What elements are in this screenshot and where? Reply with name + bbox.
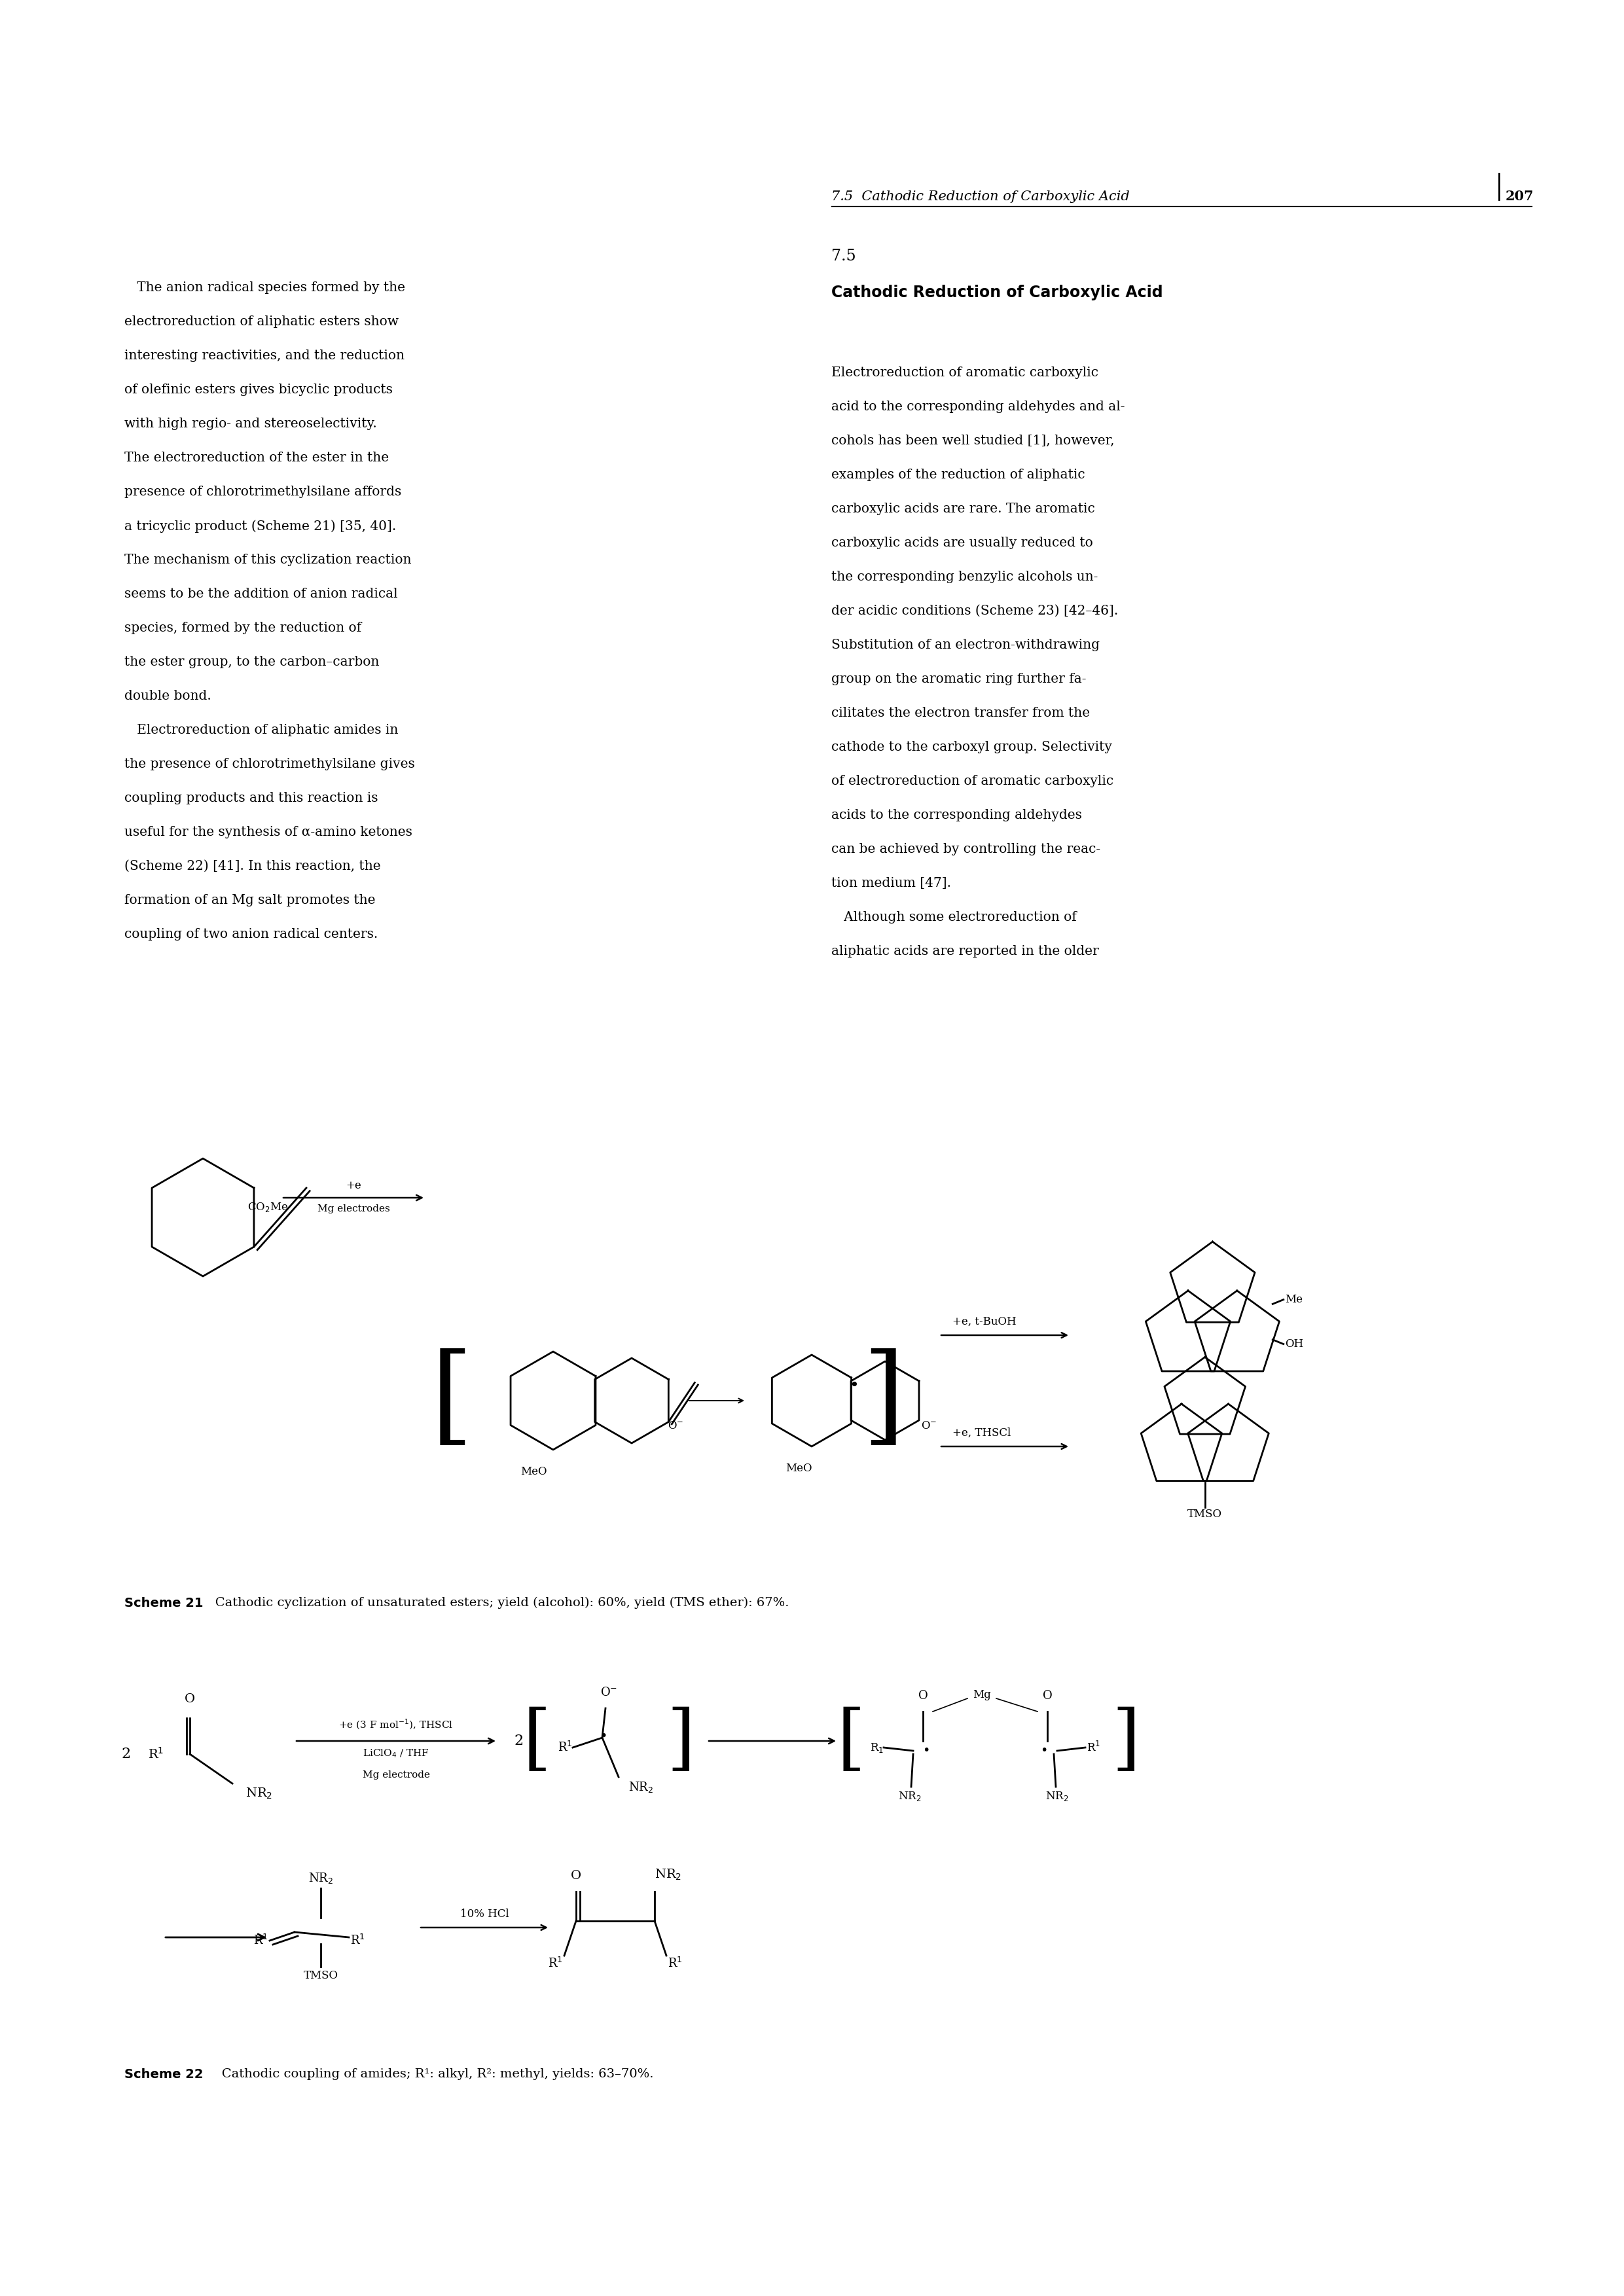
Text: interesting reactivities, and the reduction: interesting reactivities, and the reduct… — [125, 349, 404, 363]
Text: +e, THSCl: +e, THSCl — [952, 1428, 1010, 1440]
Text: Although some electroreduction of: Although some electroreduction of — [831, 912, 1077, 923]
Text: Scheme 21: Scheme 21 — [125, 1598, 203, 1609]
Text: LiClO$_4$ / THF: LiClO$_4$ / THF — [362, 1747, 429, 1759]
Text: 10% HCl: 10% HCl — [460, 1908, 508, 1919]
Text: cilitates the electron transfer from the: cilitates the electron transfer from the — [831, 707, 1090, 719]
Text: group on the aromatic ring further fa-: group on the aromatic ring further fa- — [831, 673, 1086, 684]
Text: NR$_2$: NR$_2$ — [898, 1791, 921, 1802]
Text: cohols has been well studied [1], however,: cohols has been well studied [1], howeve… — [831, 434, 1114, 448]
Text: examples of the reduction of aliphatic: examples of the reduction of aliphatic — [831, 468, 1085, 482]
Text: tion medium [47].: tion medium [47]. — [831, 877, 952, 889]
Text: MeO: MeO — [786, 1463, 812, 1474]
Text: formation of an Mg salt promotes the: formation of an Mg salt promotes the — [125, 893, 375, 907]
Text: TMSO: TMSO — [304, 1970, 338, 1981]
Text: R$^1$: R$^1$ — [351, 1933, 365, 1947]
Text: of electroreduction of aromatic carboxylic: of electroreduction of aromatic carboxyl… — [831, 776, 1114, 788]
Text: coupling products and this reaction is: coupling products and this reaction is — [125, 792, 378, 804]
Text: The anion radical species formed by the: The anion radical species formed by the — [125, 282, 404, 294]
Text: O: O — [185, 1692, 195, 1706]
Text: O: O — [1043, 1690, 1052, 1701]
Text: NR$_2$: NR$_2$ — [1046, 1791, 1069, 1802]
Text: the ester group, to the carbon–carbon: the ester group, to the carbon–carbon — [125, 657, 380, 668]
Text: •: • — [599, 1729, 607, 1743]
Text: CO$_2$Me: CO$_2$Me — [247, 1201, 289, 1215]
Text: TMSO: TMSO — [1187, 1508, 1223, 1520]
Text: R$^1$: R$^1$ — [253, 1933, 268, 1947]
Text: [: [ — [836, 1706, 866, 1777]
Text: R$^1$: R$^1$ — [148, 1747, 164, 1761]
Text: Mg electrodes: Mg electrodes — [317, 1205, 390, 1215]
Text: species, formed by the reduction of: species, formed by the reduction of — [125, 622, 362, 634]
Text: 7.5  Cathodic Reduction of Carboxylic Acid: 7.5 Cathodic Reduction of Carboxylic Aci… — [831, 191, 1130, 202]
Text: acids to the corresponding aldehydes: acids to the corresponding aldehydes — [831, 808, 1082, 822]
Text: NR$_2$: NR$_2$ — [309, 1871, 333, 1885]
Text: cathode to the carboxyl group. Selectivity: cathode to the carboxyl group. Selectivi… — [831, 742, 1112, 753]
Text: The mechanism of this cyclization reaction: The mechanism of this cyclization reacti… — [125, 553, 411, 567]
Text: •: • — [1041, 1745, 1047, 1756]
Text: acid to the corresponding aldehydes and al-: acid to the corresponding aldehydes and … — [831, 400, 1125, 413]
Text: coupling of two anion radical centers.: coupling of two anion radical centers. — [125, 928, 378, 941]
Text: useful for the synthesis of α-amino ketones: useful for the synthesis of α-amino keto… — [125, 827, 412, 838]
Text: Scheme 22: Scheme 22 — [125, 2069, 203, 2080]
Text: ]: ] — [862, 1348, 905, 1453]
Text: with high regio- and stereoselectivity.: with high regio- and stereoselectivity. — [125, 418, 377, 429]
Text: ]: ] — [1112, 1706, 1140, 1777]
Text: of olefinic esters gives bicyclic products: of olefinic esters gives bicyclic produc… — [125, 383, 393, 395]
Text: O$^{-}$: O$^{-}$ — [921, 1421, 937, 1430]
Text: the presence of chlorotrimethylsilane gives: the presence of chlorotrimethylsilane gi… — [125, 758, 414, 771]
Text: O$^{-}$: O$^{-}$ — [601, 1688, 617, 1699]
Text: 207: 207 — [1505, 191, 1535, 202]
Text: Cathodic Reduction of Carboxylic Acid: Cathodic Reduction of Carboxylic Acid — [831, 285, 1163, 301]
Text: ]: ] — [666, 1706, 695, 1777]
Text: (Scheme 22) [41]. In this reaction, the: (Scheme 22) [41]. In this reaction, the — [125, 861, 380, 872]
Text: electroreduction of aliphatic esters show: electroreduction of aliphatic esters sho… — [125, 315, 398, 328]
Text: NR$_2$: NR$_2$ — [245, 1786, 273, 1800]
Text: Electroreduction of aromatic carboxylic: Electroreduction of aromatic carboxylic — [831, 367, 1098, 379]
Text: presence of chlorotrimethylsilane affords: presence of chlorotrimethylsilane afford… — [125, 487, 401, 498]
Text: Mg electrode: Mg electrode — [362, 1770, 430, 1779]
Text: R$^1$: R$^1$ — [559, 1740, 573, 1754]
Text: can be achieved by controlling the reac-: can be achieved by controlling the reac- — [831, 843, 1101, 856]
Text: The electroreduction of the ester in the: The electroreduction of the ester in the — [125, 452, 388, 464]
Text: +e (3 F mol$^{-1}$), THSCl: +e (3 F mol$^{-1}$), THSCl — [339, 1717, 453, 1731]
Text: Electroreduction of aliphatic amides in: Electroreduction of aliphatic amides in — [125, 723, 398, 737]
Text: Mg: Mg — [973, 1690, 991, 1701]
Text: •: • — [922, 1745, 931, 1756]
Text: O: O — [918, 1690, 927, 1701]
Text: Cathodic coupling of amides; R¹: alkyl, R²: methyl, yields: 63–70%.: Cathodic coupling of amides; R¹: alkyl, … — [209, 2069, 653, 2080]
Text: Substitution of an electron-withdrawing: Substitution of an electron-withdrawing — [831, 638, 1099, 652]
Text: 2: 2 — [122, 1747, 132, 1761]
Text: der acidic conditions (Scheme 23) [42–46].: der acidic conditions (Scheme 23) [42–46… — [831, 604, 1119, 618]
Text: [: [ — [430, 1348, 473, 1453]
Text: R$^1$: R$^1$ — [549, 1956, 564, 1970]
Text: +e, t-BuOH: +e, t-BuOH — [952, 1316, 1017, 1327]
Text: R$_1$: R$_1$ — [870, 1740, 883, 1754]
Text: OH: OH — [1285, 1339, 1302, 1350]
Text: Cathodic cyclization of unsaturated esters; yield (alcohol): 60%, yield (TMS eth: Cathodic cyclization of unsaturated este… — [203, 1598, 789, 1609]
Text: +e: +e — [346, 1180, 361, 1192]
Text: R$^1$: R$^1$ — [1086, 1740, 1101, 1754]
Text: seems to be the addition of anion radical: seems to be the addition of anion radica… — [125, 588, 398, 599]
Text: double bond.: double bond. — [125, 689, 211, 703]
Text: the corresponding benzylic alcohols un-: the corresponding benzylic alcohols un- — [831, 572, 1098, 583]
Text: NR$_2$: NR$_2$ — [654, 1867, 682, 1883]
Text: NR$_2$: NR$_2$ — [628, 1779, 653, 1793]
Text: 2: 2 — [513, 1733, 523, 1747]
Text: carboxylic acids are usually reduced to: carboxylic acids are usually reduced to — [831, 537, 1093, 549]
Text: R$^1$: R$^1$ — [667, 1956, 682, 1970]
Text: carboxylic acids are rare. The aromatic: carboxylic acids are rare. The aromatic — [831, 503, 1095, 514]
Text: O$^{-}$: O$^{-}$ — [667, 1421, 684, 1430]
Text: 7.5: 7.5 — [831, 248, 856, 264]
Text: MeO: MeO — [520, 1467, 547, 1476]
Text: O: O — [570, 1869, 581, 1883]
Text: Me: Me — [1285, 1295, 1302, 1304]
Text: a tricyclic product (Scheme 21) [35, 40].: a tricyclic product (Scheme 21) [35, 40]… — [125, 519, 396, 533]
Text: aliphatic acids are reported in the older: aliphatic acids are reported in the olde… — [831, 946, 1099, 957]
Text: •: • — [849, 1378, 859, 1394]
Text: [: [ — [523, 1706, 551, 1777]
